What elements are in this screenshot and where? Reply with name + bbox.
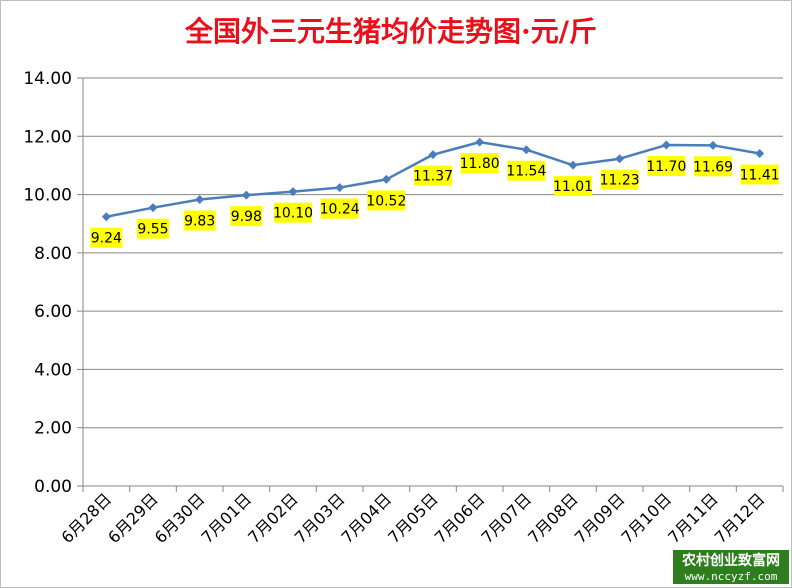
data-label-box (414, 165, 452, 186)
data-label-box (320, 198, 359, 219)
data-label: 11.54 (506, 164, 546, 180)
data-point (335, 183, 345, 193)
watermark-url: www.nccyzf.com (685, 570, 778, 583)
data-point (148, 203, 158, 213)
y-tick-label: 0.00 (34, 477, 72, 497)
data-label-box (647, 156, 686, 177)
x-tick-label: 7月04日 (337, 489, 395, 547)
data-label: 10.52 (366, 193, 406, 209)
data-label: 10.24 (320, 202, 360, 218)
x-tick-label: 7月06日 (431, 489, 489, 547)
x-tick-label: 7月09日 (571, 489, 629, 547)
data-point (241, 190, 251, 200)
data-label-box (90, 227, 123, 248)
data-label: 10.10 (273, 206, 313, 222)
data-label-box (367, 190, 406, 211)
y-tick-labels: 0.00 2.00 4.00 6.00 8.00 10.00 12.00 14.00 (23, 69, 72, 497)
data-point (568, 160, 578, 170)
data-label: 9.98 (231, 209, 262, 225)
data-label-box (507, 160, 546, 181)
y-tick-label: 8.00 (34, 244, 72, 264)
data-label: 9.83 (184, 214, 215, 230)
data-point (195, 195, 205, 205)
y-tick-label: 14.00 (23, 69, 72, 89)
x-tick-label: 6月29日 (104, 489, 162, 547)
x-tick-label: 7月12日 (711, 489, 769, 547)
watermark-background (673, 550, 789, 584)
x-tick-label: 7月10日 (617, 489, 675, 547)
data-label-box (230, 206, 263, 227)
axes (77, 77, 784, 492)
data-label-box (740, 164, 779, 185)
data-label-box (183, 210, 216, 231)
x-tick-label: 7月08日 (524, 489, 582, 547)
data-label: 11.23 (600, 173, 640, 189)
data-label: 9.55 (137, 222, 168, 238)
data-label-box (137, 218, 169, 239)
x-tick-label: 6月28日 (57, 489, 115, 547)
data-point (615, 154, 625, 164)
y-tick-label: 6.00 (34, 302, 72, 322)
data-label: 11.70 (646, 159, 686, 175)
y-tick-label: 10.00 (23, 186, 72, 206)
y-tick-label: 2.00 (34, 419, 72, 439)
chart-title: 全国外三元生猪均价走势图·元/斤 (184, 15, 597, 48)
data-point (661, 140, 671, 150)
x-tick-label: 7月07日 (477, 489, 535, 547)
x-tick-label: 7月01日 (197, 489, 255, 547)
x-tick-label: 7月11日 (664, 489, 722, 547)
gridlines (83, 77, 783, 487)
data-label: 11.41 (740, 167, 780, 183)
data-point (288, 187, 298, 197)
data-point (381, 174, 391, 184)
data-label-box (694, 156, 732, 177)
data-point (521, 145, 531, 155)
y-tick-label: 4.00 (34, 360, 72, 380)
x-tick-label: 6月30日 (151, 489, 209, 547)
data-label-box (274, 202, 312, 223)
data-point (755, 148, 765, 158)
x-tick-label: 7月02日 (244, 489, 302, 547)
data-label-box (600, 169, 639, 190)
data-point (708, 140, 718, 150)
data-label-box (460, 153, 499, 174)
data-label: 11.80 (460, 156, 500, 172)
data-label-box (554, 176, 592, 197)
y-tick-label: 12.00 (23, 127, 72, 147)
data-label: 11.01 (553, 179, 593, 195)
watermark-site-name: 农村创业致富网 (681, 552, 780, 569)
watermark-logo: 农村创业致富网 www.nccyzf.com (673, 550, 789, 584)
series-price (101, 137, 765, 222)
x-tick-label: 7月05日 (384, 489, 442, 547)
data-label: 11.69 (693, 159, 733, 175)
data-point (475, 137, 485, 147)
data-label: 11.37 (413, 169, 453, 185)
x-tick-labels: 6月28日6月29日6月30日7月01日7月02日7月03日7月04日7月05日… (57, 489, 768, 547)
x-tick-label: 7月03日 (291, 489, 349, 547)
data-label: 9.24 (91, 231, 122, 247)
data-labels: 9.24 9.55 9.83 9.98 10.10 10.24 10.52 11.37 11.8… (90, 153, 780, 248)
data-point (101, 212, 111, 222)
data-point (428, 150, 438, 160)
